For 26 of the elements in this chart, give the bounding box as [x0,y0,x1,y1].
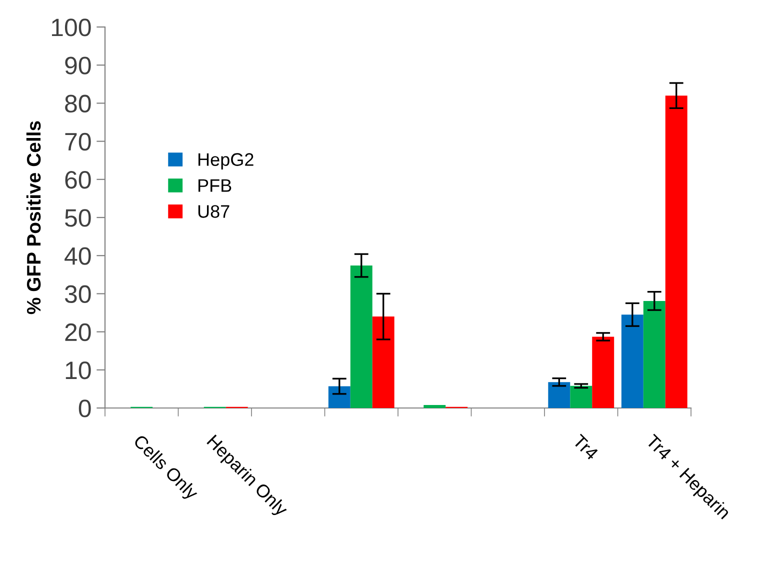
bar [592,336,614,408]
y-tick-label: 70 [65,132,91,151]
legend-label: PFB [198,179,232,192]
y-tick-label: 100 [52,18,91,36]
y-tick-label: 10 [66,362,91,380]
bar [372,316,394,408]
bar [424,404,446,408]
y-tick-label: 30 [64,285,91,304]
y-tick-label: 60 [65,171,91,189]
y-axis-title: % GFP Positive Cells [26,121,41,314]
y-tick-label: 90 [65,56,91,74]
y-tick-label: 50 [65,209,91,227]
x-tick-label: Tr4 [572,434,599,461]
legend-label: HepG2 [198,153,254,170]
y-tick-label: 20 [65,323,91,342]
bar [621,314,644,408]
bar [548,382,570,408]
bar [328,386,350,408]
y-tick-label: 40 [64,247,91,265]
legend-label: U87 [198,205,230,218]
bar [665,96,688,408]
bar [643,300,666,408]
bar [570,386,592,408]
bar [350,266,372,408]
y-tick-label: 0 [78,400,91,418]
y-tick-label: 80 [65,94,91,113]
